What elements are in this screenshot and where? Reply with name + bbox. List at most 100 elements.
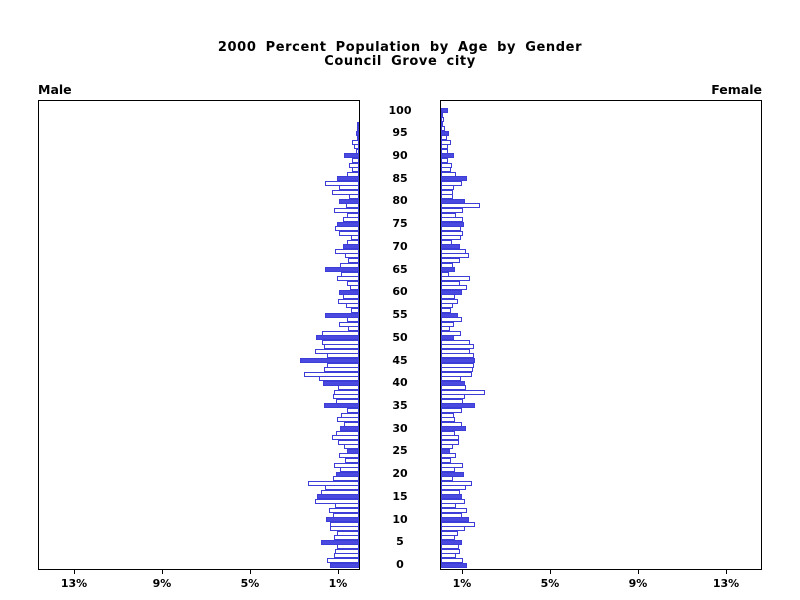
- female-bar-age-32: [441, 417, 456, 423]
- age-tick-label-20: 20: [392, 467, 408, 481]
- female-bar-age-58: [441, 298, 458, 304]
- male-bar-age-44: [327, 362, 359, 368]
- male-bar-age-81: [349, 194, 359, 200]
- female-chart-panel: [440, 100, 762, 570]
- male-bar-age-24: [339, 453, 359, 459]
- female-bar-age-49: [441, 339, 470, 345]
- female-bar-age-41: [441, 376, 461, 382]
- male-bar-age-69: [334, 248, 359, 254]
- age-tick-label-45: 45: [392, 353, 408, 367]
- age-tick-label-80: 80: [392, 194, 408, 208]
- female-bar-age-97: [441, 121, 444, 127]
- female-bar-age-23: [441, 458, 451, 463]
- male-axis-9pct-tick: [162, 570, 163, 574]
- male-bar-age-88: [349, 162, 359, 168]
- male-bar-age-85: [337, 176, 359, 182]
- female-axis-9pct-tick: [638, 570, 639, 574]
- female-bar-age-99: [441, 112, 444, 118]
- male-bar-age-40: [322, 380, 359, 386]
- female-bar-age-48: [441, 344, 474, 350]
- age-tick-label-30: 30: [392, 421, 408, 435]
- male-bar-age-7: [337, 530, 359, 536]
- male-axis-13pct-tick: [74, 570, 75, 574]
- female-bar-age-75: [441, 221, 465, 227]
- female-bar-age-37: [441, 394, 466, 400]
- age-tick-label-75: 75: [392, 217, 408, 231]
- female-axis-9pct-tick-label: 9%: [628, 577, 648, 590]
- female-axis-1pct-tick-label: 1%: [452, 577, 472, 590]
- male-bar-age-6: [333, 535, 359, 541]
- male-bar-age-89: [352, 158, 359, 163]
- female-bar-age-56: [441, 308, 451, 313]
- female-bar-age-89: [441, 158, 448, 163]
- female-bar-age-2: [441, 553, 457, 559]
- female-bar-age-39: [441, 385, 467, 391]
- female-bar-age-61: [441, 285, 468, 291]
- female-bar-age-20: [441, 471, 465, 477]
- male-axis-13pct-tick-label: 13%: [60, 577, 88, 590]
- male-bar-age-83: [339, 185, 359, 191]
- female-bar-age-72: [441, 235, 461, 241]
- female-bar-age-10: [441, 517, 469, 522]
- male-axis-9pct-tick-label: 9%: [152, 577, 172, 590]
- male-bar-age-50: [316, 335, 359, 341]
- male-bar-age-92: [353, 144, 359, 150]
- female-bar-age-11: [441, 512, 462, 518]
- female-bar-age-60: [441, 289, 462, 295]
- male-axis-1pct-tick-label: 1%: [328, 577, 348, 590]
- male-bar-age-97: [357, 121, 359, 127]
- female-bar-age-59: [441, 294, 456, 300]
- male-bar-age-13: [334, 503, 359, 509]
- male-bar-age-65: [324, 267, 359, 273]
- female-bar-age-77: [441, 212, 457, 218]
- male-bar-age-37: [332, 394, 359, 400]
- male-bar-age-46: [327, 353, 359, 359]
- male-bar-age-74: [334, 226, 359, 232]
- female-bar-age-26: [441, 444, 454, 450]
- male-bar-age-84: [324, 180, 359, 186]
- female-bar-age-12: [441, 508, 468, 513]
- male-bar-age-15: [317, 494, 359, 500]
- male-bar-age-34: [346, 408, 359, 413]
- female-bar-age-18: [441, 480, 472, 486]
- male-axis-1pct-tick: [338, 570, 339, 574]
- male-bar-age-20: [335, 471, 359, 477]
- female-bar-age-46: [441, 353, 474, 359]
- male-bar-age-86: [346, 171, 359, 177]
- female-bar-age-31: [441, 421, 462, 427]
- male-axis-5pct-tick-label: 5%: [240, 577, 260, 590]
- age-tick-label-70: 70: [392, 239, 408, 253]
- male-bar-age-91: [355, 148, 359, 154]
- female-bar-age-15: [441, 494, 462, 500]
- female-bar-age-92: [441, 144, 448, 150]
- male-bar-age-32: [337, 417, 359, 423]
- female-bar-age-95: [441, 130, 449, 136]
- male-bar-age-12: [329, 508, 359, 513]
- female-bar-age-96: [441, 126, 446, 132]
- male-bar-age-53: [339, 321, 359, 327]
- female-axis-13pct-tick-label: 13%: [712, 577, 740, 590]
- female-bar-age-52: [441, 326, 450, 332]
- male-bar-age-31: [343, 421, 359, 427]
- age-tick-label-85: 85: [392, 171, 408, 185]
- male-bar-age-10: [326, 517, 359, 522]
- female-bar-age-5: [441, 539, 462, 545]
- male-bar-age-49: [321, 339, 359, 345]
- male-bar-age-42: [304, 371, 359, 377]
- male-bar-age-54: [346, 317, 359, 323]
- female-bar-age-76: [441, 217, 463, 223]
- male-bar-age-39: [338, 385, 359, 391]
- male-bar-age-22: [333, 462, 359, 468]
- male-bar-age-29: [335, 430, 359, 436]
- female-bar-age-66: [441, 262, 454, 268]
- female-bar-age-24: [441, 453, 457, 459]
- female-bar-age-81: [441, 194, 454, 200]
- female-bar-age-25: [441, 448, 450, 454]
- female-bar-age-9: [441, 521, 476, 527]
- female-bar-age-44: [441, 362, 474, 368]
- male-bar-age-96: [356, 126, 359, 132]
- male-bar-age-18: [308, 480, 359, 486]
- male-bar-age-87: [352, 167, 359, 173]
- female-axis-5pct-tick-label: 5%: [540, 577, 560, 590]
- male-bar-age-28: [331, 435, 359, 441]
